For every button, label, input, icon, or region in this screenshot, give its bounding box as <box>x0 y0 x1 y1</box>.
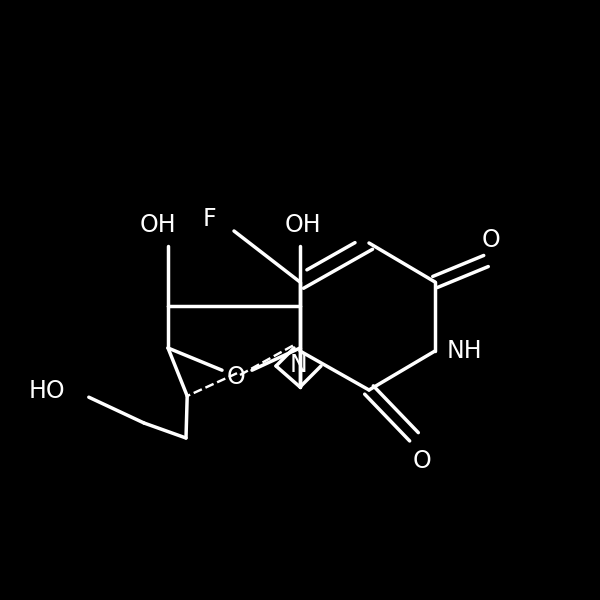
Text: O: O <box>226 365 245 389</box>
Text: NH: NH <box>447 339 482 363</box>
Text: F: F <box>202 207 216 231</box>
Text: O: O <box>481 228 500 252</box>
Text: HO: HO <box>28 379 65 403</box>
Text: N: N <box>289 353 307 377</box>
Text: OH: OH <box>284 213 322 237</box>
Text: OH: OH <box>139 213 176 237</box>
Text: O: O <box>412 449 431 473</box>
